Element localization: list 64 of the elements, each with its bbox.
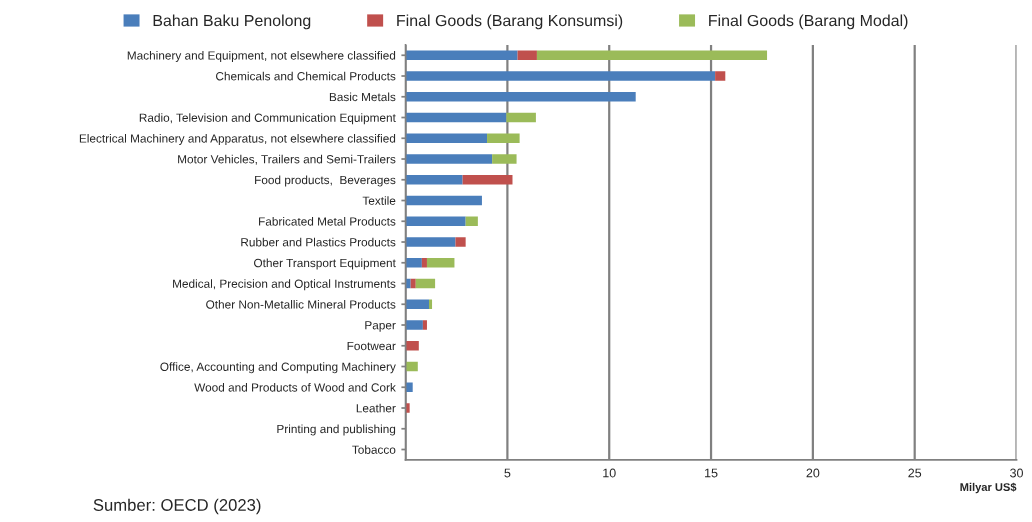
y-tick-label: Footwear [347,341,396,351]
bar [506,112,536,123]
y-tick-label: Tobacco [352,445,396,454]
bar [405,361,418,372]
x-tick-label: 20 [806,468,820,478]
bar [405,92,636,102]
bar [426,258,455,268]
x-tick-label: 30 [1010,468,1023,478]
bar [415,278,436,289]
bar [517,50,537,60]
bar [405,133,488,143]
y-tick-label: Electrical Machinery and Apparatus, not elsewhere classified [79,133,396,145]
bar [405,382,413,392]
bar [405,341,419,351]
y-tick-label: Medical, Precision and Optical Instruments [173,279,396,291]
bar [455,237,466,247]
y-tick-label: Office, Accounting and Computing Machinery [160,362,396,374]
x-tick-label: 10 [603,468,616,478]
bar [462,175,513,185]
bar [405,154,493,164]
bar [405,237,456,247]
y-tick-label: Wood and Products of Wood and Cork [194,382,396,392]
y-tick-label: Printing and publishing [277,424,396,436]
x-tick-label: 25 [908,468,922,478]
bar [715,71,726,81]
bar [405,299,429,309]
y-tick-label: Radio, Television and Communication Equipment [139,113,396,125]
legend-label: Final Goods (Barang Modal) [709,14,908,30]
bar [405,112,507,123]
y-tick-label: Chemicals and Chemical Products [216,71,396,81]
bar [487,133,520,143]
bar [405,50,518,60]
y-tick-label: Rubber and Plastics Products [241,237,396,247]
x-tick-label: 15 [705,468,718,478]
x-tick-label: 5 [504,468,511,478]
bar [421,258,427,268]
bar [410,278,416,289]
bar [405,320,423,330]
x-axis-title: Milyar US$ [960,482,1017,494]
y-tick-label: Other Transport Equipment [254,258,396,270]
bar [405,195,482,206]
legend-label: Bahan Baku Penolong [153,14,311,30]
y-tick-label: Fabricated Metal Products [259,216,396,226]
y-tick-label: Basic Metals [329,92,396,102]
text: Sumber: OECD (2023) [93,498,261,515]
y-tick-label: Textile [362,196,396,205]
bar [429,299,433,309]
bar [405,278,411,289]
bar [405,216,466,226]
bar [422,320,427,330]
bar [405,175,463,185]
bar [405,403,410,413]
bar [536,50,768,60]
bar [465,216,478,226]
y-tick-label: Food products, Beverages [255,175,396,187]
legend-label: Final Goods (Barang Konsumsi) [397,14,623,30]
bar [492,154,517,164]
bar [405,258,422,268]
y-tick-label: Other Non-Metallic Mineral Products [206,299,396,309]
y-tick-label: Machinery and Equipment, not elsewhere classified [127,50,396,62]
bar [405,71,716,81]
y-tick-label: Motor Vehicles, Trailers and Semi-Trailers [178,154,396,165]
y-tick-label: Paper [365,321,396,332]
y-tick-label: Leather [356,403,396,413]
